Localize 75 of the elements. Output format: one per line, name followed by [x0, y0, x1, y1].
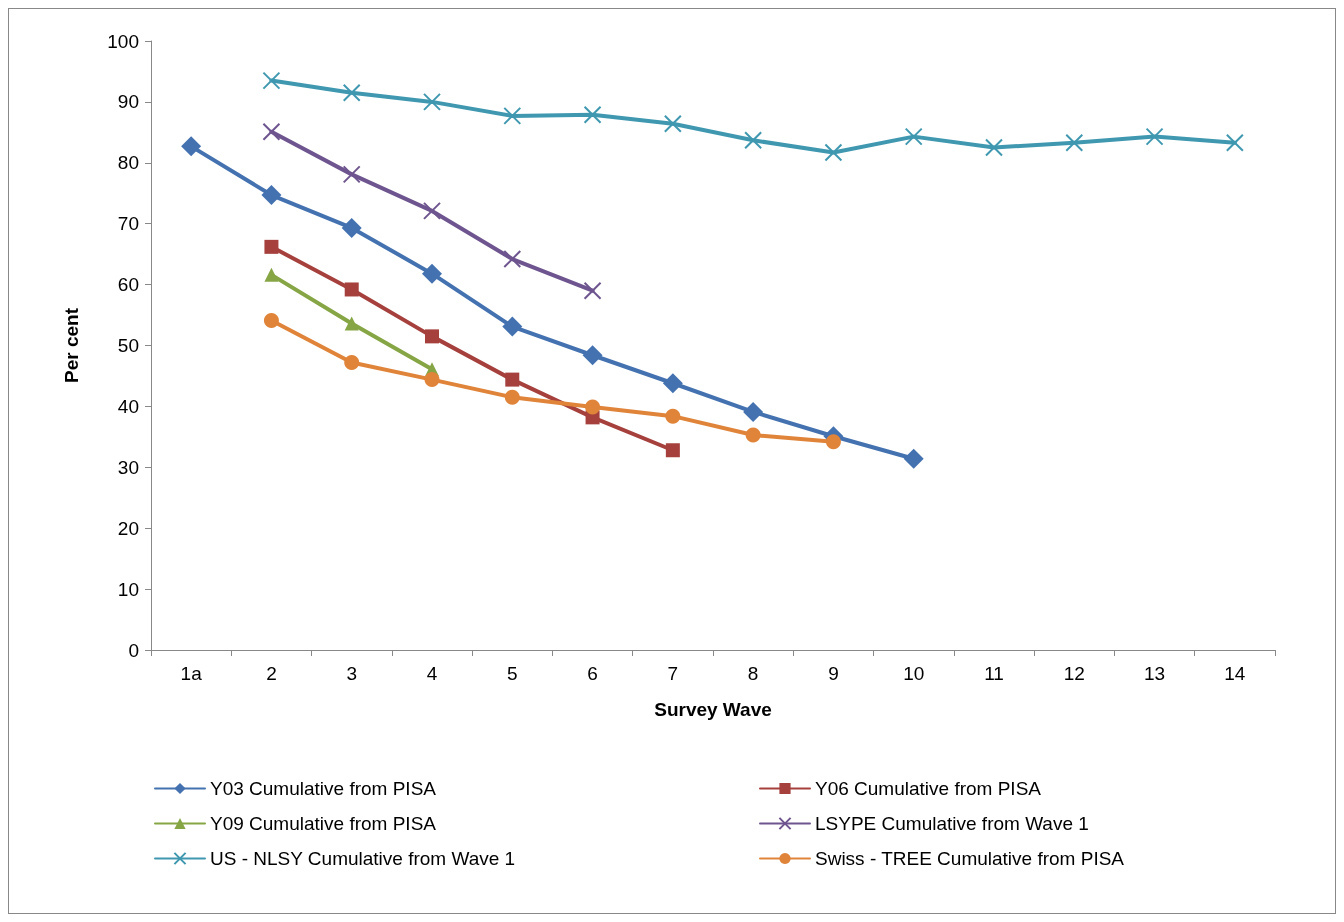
point — [264, 267, 279, 282]
point — [342, 83, 361, 102]
y-tick-label: 70 — [117, 213, 139, 235]
point — [1065, 133, 1084, 152]
y-tick-label: 60 — [117, 274, 139, 296]
x-tick-label: 12 — [1063, 663, 1085, 684]
point — [264, 239, 279, 254]
y-axis-title: Per cent — [61, 307, 82, 383]
point — [423, 92, 441, 111]
point — [824, 143, 843, 162]
point — [585, 399, 601, 415]
point — [1145, 127, 1164, 146]
point — [665, 408, 681, 424]
y-tick-label: 50 — [117, 335, 139, 356]
legend-label: Y09 Cumulative from PISA — [210, 813, 437, 834]
point — [423, 201, 441, 220]
x-tick-label: 5 — [507, 663, 518, 684]
point — [502, 316, 523, 337]
x-tick-label: 2 — [266, 663, 277, 684]
point — [745, 427, 761, 443]
point — [503, 250, 522, 269]
point — [424, 372, 440, 388]
x-tick-label: 3 — [346, 663, 357, 684]
x-tick-label: 9 — [828, 663, 839, 684]
x-tick-label: 6 — [587, 663, 598, 684]
legend-label: US - NLSY Cumulative from Wave 1 — [210, 848, 516, 869]
point — [505, 372, 520, 387]
x-tick-label: 10 — [903, 663, 925, 684]
y-tick-label: 80 — [117, 152, 139, 174]
point — [825, 434, 841, 450]
point — [663, 114, 682, 133]
legend-label: Swiss - TREE Cumulative from PISA — [815, 848, 1125, 869]
x-tick-label: 8 — [747, 663, 759, 684]
legend-label: Y06 Cumulative from PISA — [815, 778, 1042, 799]
point — [903, 448, 924, 469]
point — [344, 282, 359, 297]
point — [583, 105, 602, 124]
y-tick-label: 30 — [117, 456, 139, 478]
x-axis-title: Survey Wave — [654, 699, 772, 720]
point — [344, 316, 359, 331]
point — [582, 345, 603, 366]
y-tick-label: 90 — [117, 91, 139, 113]
point — [422, 263, 442, 284]
point — [662, 373, 683, 394]
point — [665, 443, 680, 458]
point — [341, 217, 362, 238]
point — [261, 185, 282, 206]
point — [904, 127, 923, 146]
point — [263, 313, 279, 329]
point — [583, 281, 602, 300]
x-tick-label: 4 — [426, 663, 438, 684]
point — [344, 355, 360, 371]
point — [985, 138, 1003, 157]
point — [744, 131, 763, 150]
y-tick-label: 10 — [117, 578, 139, 600]
point — [503, 106, 522, 125]
x-tick-label: 1a — [180, 663, 203, 684]
x-tick-label: 13 — [1144, 663, 1166, 684]
point — [262, 122, 281, 141]
legend-label: Y03 Cumulative from PISA — [210, 778, 437, 799]
point — [1225, 133, 1244, 152]
point — [743, 401, 764, 422]
y-tick-label: 100 — [107, 30, 139, 52]
point — [262, 71, 281, 90]
point — [504, 389, 520, 405]
point — [342, 165, 361, 184]
y-tick-label: 0 — [128, 639, 139, 661]
x-tick-label: 11 — [984, 663, 1004, 684]
legend-label: LSYPE Cumulative from Wave 1 — [815, 813, 1089, 834]
x-tick-label: 14 — [1224, 663, 1246, 684]
y-tick-label: 20 — [117, 517, 139, 539]
point — [181, 136, 202, 157]
x-tick-label: 7 — [667, 663, 679, 684]
point — [425, 329, 439, 344]
y-tick-label: 40 — [117, 395, 139, 417]
